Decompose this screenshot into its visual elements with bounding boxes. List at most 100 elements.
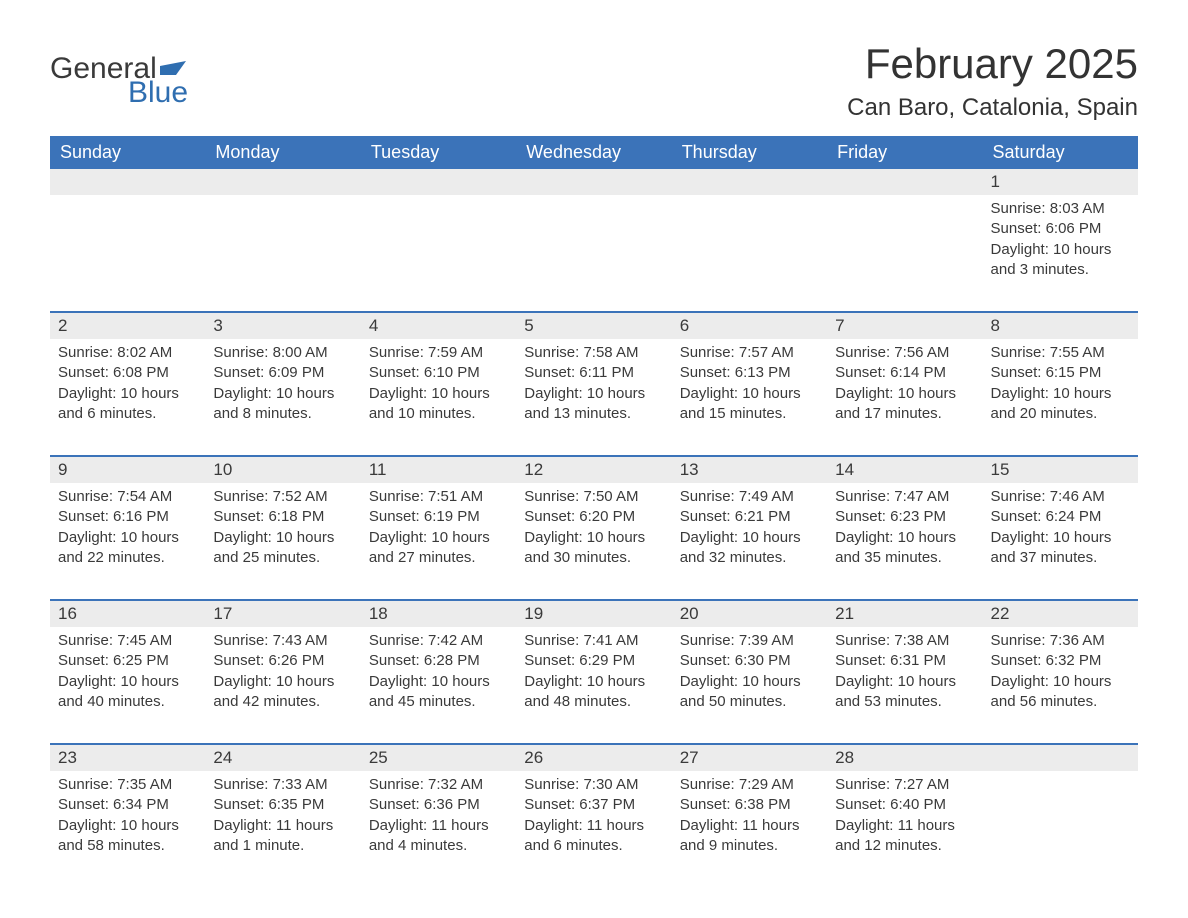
- day-number: 10: [205, 457, 360, 483]
- day-body: [516, 195, 671, 199]
- sunset: Sunset: 6:36 PM: [369, 795, 508, 815]
- column-header: Sunday: [50, 136, 205, 169]
- day-body: Sunrise: 7:35 AMSunset: 6:34 PMDaylight:…: [50, 771, 205, 856]
- day-number: 19: [516, 601, 671, 627]
- day-body: [827, 195, 982, 199]
- daylight: Daylight: 10 hours and 42 minutes.: [213, 672, 352, 713]
- day-cell: 18Sunrise: 7:42 AMSunset: 6:28 PMDayligh…: [361, 601, 516, 721]
- sunset: Sunset: 6:19 PM: [369, 507, 508, 527]
- daylight: Daylight: 10 hours and 10 minutes.: [369, 384, 508, 425]
- day-cell: 1Sunrise: 8:03 AMSunset: 6:06 PMDaylight…: [983, 169, 1138, 289]
- daylight: Daylight: 10 hours and 22 minutes.: [58, 528, 197, 569]
- day-body: Sunrise: 8:03 AMSunset: 6:06 PMDaylight:…: [983, 195, 1138, 280]
- week-row: 9Sunrise: 7:54 AMSunset: 6:16 PMDaylight…: [50, 455, 1138, 577]
- daylight: Daylight: 10 hours and 56 minutes.: [991, 672, 1130, 713]
- sunrise: Sunrise: 7:33 AM: [213, 775, 352, 795]
- sunset: Sunset: 6:06 PM: [991, 219, 1130, 239]
- day-number: 15: [983, 457, 1138, 483]
- calendar-header: SundayMondayTuesdayWednesdayThursdayFrid…: [50, 136, 1138, 169]
- day-number: [50, 169, 205, 195]
- day-number: 24: [205, 745, 360, 771]
- day-body: Sunrise: 7:50 AMSunset: 6:20 PMDaylight:…: [516, 483, 671, 568]
- sunset: Sunset: 6:29 PM: [524, 651, 663, 671]
- day-cell: 15Sunrise: 7:46 AMSunset: 6:24 PMDayligh…: [983, 457, 1138, 577]
- sunset: Sunset: 6:15 PM: [991, 363, 1130, 383]
- day-cell: 24Sunrise: 7:33 AMSunset: 6:35 PMDayligh…: [205, 745, 360, 865]
- daylight: Daylight: 10 hours and 32 minutes.: [680, 528, 819, 569]
- day-body: Sunrise: 8:00 AMSunset: 6:09 PMDaylight:…: [205, 339, 360, 424]
- sunrise: Sunrise: 7:51 AM: [369, 487, 508, 507]
- day-cell: 22Sunrise: 7:36 AMSunset: 6:32 PMDayligh…: [983, 601, 1138, 721]
- week-row: 16Sunrise: 7:45 AMSunset: 6:25 PMDayligh…: [50, 599, 1138, 721]
- day-body: Sunrise: 7:33 AMSunset: 6:35 PMDaylight:…: [205, 771, 360, 856]
- day-number: 17: [205, 601, 360, 627]
- sunrise: Sunrise: 8:03 AM: [991, 199, 1130, 219]
- day-body: Sunrise: 7:42 AMSunset: 6:28 PMDaylight:…: [361, 627, 516, 712]
- day-cell: 10Sunrise: 7:52 AMSunset: 6:18 PMDayligh…: [205, 457, 360, 577]
- day-cell: [516, 169, 671, 289]
- day-cell: 2Sunrise: 8:02 AMSunset: 6:08 PMDaylight…: [50, 313, 205, 433]
- day-number: 14: [827, 457, 982, 483]
- sunrise: Sunrise: 7:42 AM: [369, 631, 508, 651]
- day-cell: [361, 169, 516, 289]
- day-body: Sunrise: 7:36 AMSunset: 6:32 PMDaylight:…: [983, 627, 1138, 712]
- sunset: Sunset: 6:23 PM: [835, 507, 974, 527]
- daylight: Daylight: 10 hours and 50 minutes.: [680, 672, 819, 713]
- day-cell: 28Sunrise: 7:27 AMSunset: 6:40 PMDayligh…: [827, 745, 982, 865]
- day-number: 26: [516, 745, 671, 771]
- column-header: Thursday: [672, 136, 827, 169]
- sunset: Sunset: 6:09 PM: [213, 363, 352, 383]
- calendar-body: 1Sunrise: 8:03 AMSunset: 6:06 PMDaylight…: [50, 169, 1138, 865]
- day-number: 4: [361, 313, 516, 339]
- sunrise: Sunrise: 7:30 AM: [524, 775, 663, 795]
- sunset: Sunset: 6:26 PM: [213, 651, 352, 671]
- day-number: [827, 169, 982, 195]
- sunrise: Sunrise: 7:54 AM: [58, 487, 197, 507]
- day-cell: 26Sunrise: 7:30 AMSunset: 6:37 PMDayligh…: [516, 745, 671, 865]
- day-cell: [983, 745, 1138, 865]
- sunrise: Sunrise: 7:49 AM: [680, 487, 819, 507]
- day-body: Sunrise: 7:59 AMSunset: 6:10 PMDaylight:…: [361, 339, 516, 424]
- daylight: Daylight: 11 hours and 4 minutes.: [369, 816, 508, 857]
- sunrise: Sunrise: 7:29 AM: [680, 775, 819, 795]
- sunrise: Sunrise: 7:39 AM: [680, 631, 819, 651]
- daylight: Daylight: 10 hours and 6 minutes.: [58, 384, 197, 425]
- day-cell: 21Sunrise: 7:38 AMSunset: 6:31 PMDayligh…: [827, 601, 982, 721]
- day-number: 28: [827, 745, 982, 771]
- day-number: [672, 169, 827, 195]
- day-body: Sunrise: 7:55 AMSunset: 6:15 PMDaylight:…: [983, 339, 1138, 424]
- sunrise: Sunrise: 7:52 AM: [213, 487, 352, 507]
- day-body: Sunrise: 7:30 AMSunset: 6:37 PMDaylight:…: [516, 771, 671, 856]
- daylight: Daylight: 10 hours and 40 minutes.: [58, 672, 197, 713]
- daylight: Daylight: 10 hours and 53 minutes.: [835, 672, 974, 713]
- day-number: [983, 745, 1138, 771]
- sunrise: Sunrise: 8:02 AM: [58, 343, 197, 363]
- day-body: Sunrise: 7:38 AMSunset: 6:31 PMDaylight:…: [827, 627, 982, 712]
- sunset: Sunset: 6:28 PM: [369, 651, 508, 671]
- day-number: 12: [516, 457, 671, 483]
- day-number: 18: [361, 601, 516, 627]
- day-number: 1: [983, 169, 1138, 195]
- daylight: Daylight: 10 hours and 37 minutes.: [991, 528, 1130, 569]
- day-number: 2: [50, 313, 205, 339]
- day-body: [672, 195, 827, 199]
- title-block: February 2025 Can Baro, Catalonia, Spain: [847, 40, 1138, 122]
- week-row: 2Sunrise: 8:02 AMSunset: 6:08 PMDaylight…: [50, 311, 1138, 433]
- sunrise: Sunrise: 7:50 AM: [524, 487, 663, 507]
- sunset: Sunset: 6:32 PM: [991, 651, 1130, 671]
- daylight: Daylight: 11 hours and 9 minutes.: [680, 816, 819, 857]
- day-body: Sunrise: 7:47 AMSunset: 6:23 PMDaylight:…: [827, 483, 982, 568]
- day-cell: 14Sunrise: 7:47 AMSunset: 6:23 PMDayligh…: [827, 457, 982, 577]
- sunrise: Sunrise: 7:35 AM: [58, 775, 197, 795]
- day-cell: 4Sunrise: 7:59 AMSunset: 6:10 PMDaylight…: [361, 313, 516, 433]
- sunset: Sunset: 6:37 PM: [524, 795, 663, 815]
- sunrise: Sunrise: 7:59 AM: [369, 343, 508, 363]
- day-body: [50, 195, 205, 199]
- day-number: 11: [361, 457, 516, 483]
- daylight: Daylight: 11 hours and 12 minutes.: [835, 816, 974, 857]
- day-body: Sunrise: 7:29 AMSunset: 6:38 PMDaylight:…: [672, 771, 827, 856]
- sunset: Sunset: 6:18 PM: [213, 507, 352, 527]
- day-number: 22: [983, 601, 1138, 627]
- column-header: Monday: [205, 136, 360, 169]
- day-cell: 12Sunrise: 7:50 AMSunset: 6:20 PMDayligh…: [516, 457, 671, 577]
